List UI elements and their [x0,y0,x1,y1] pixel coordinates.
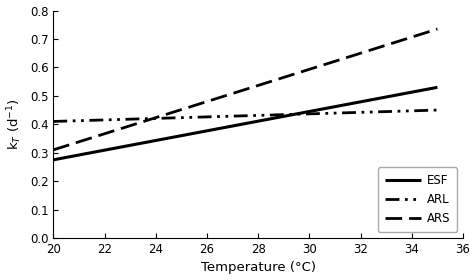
ARS [279,76,285,80]
X-axis label: Temperature (°C): Temperature (°C) [201,262,316,274]
ARL [435,108,440,112]
ARL [235,114,241,118]
ARS [258,83,264,86]
Line: ARL: ARL [53,110,437,122]
ARS [50,148,56,151]
ARS [233,91,238,94]
ESF [435,86,440,89]
ARL [365,110,371,114]
ARL [279,113,285,116]
ARL [50,120,56,123]
ARS [435,27,440,31]
ESF [426,87,431,91]
ESF [258,119,264,122]
ARL [426,109,431,112]
Line: ARS: ARS [53,29,437,150]
ESF [365,99,371,102]
ARS [365,49,371,53]
ESF [235,123,241,127]
ARS [426,30,431,34]
ARL [258,114,264,117]
ESF [279,115,285,118]
Y-axis label: k$_T$ (d$^{-1}$): k$_T$ (d$^{-1}$) [6,98,24,150]
Legend: ESF, ARL, ARS: ESF, ARL, ARS [378,167,457,232]
Line: ESF: ESF [53,87,437,160]
ESF [50,158,56,162]
ARS [235,90,241,94]
ARL [233,114,238,118]
ESF [233,124,238,127]
